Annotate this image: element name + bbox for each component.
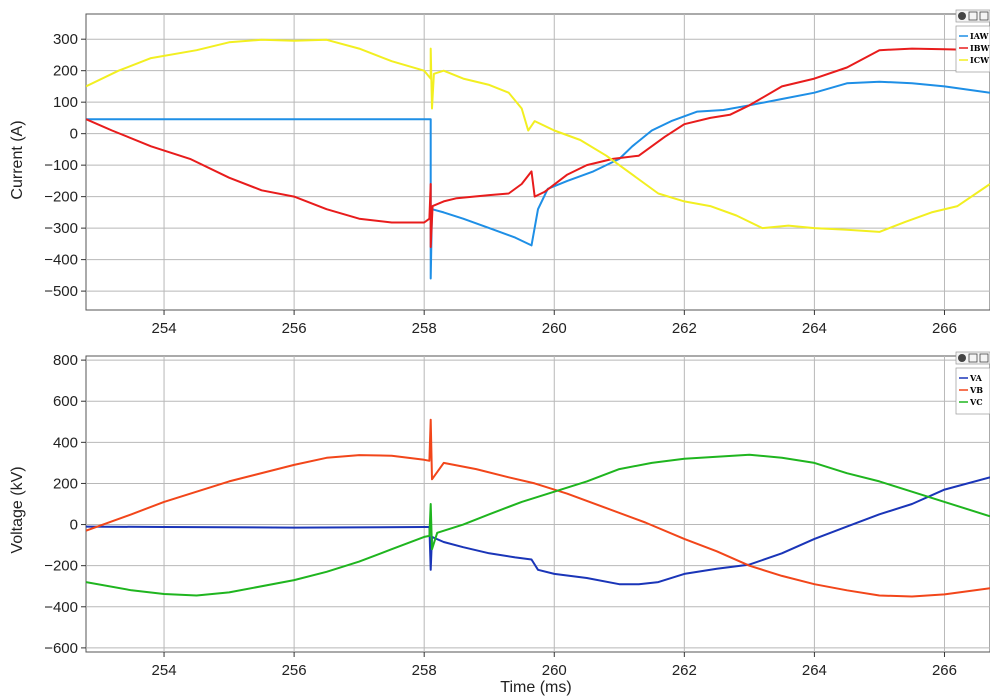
zoom-icon[interactable]: [958, 354, 966, 362]
series-line-ibw: [86, 47, 990, 248]
current-y-tick-label: −200: [44, 189, 78, 206]
series-line-vb: [86, 418, 990, 598]
voltage-y-tick-label: −400: [44, 599, 78, 616]
voltage-y-axis-label: Voltage (kV): [9, 466, 26, 553]
voltage-y-tick-label: −600: [44, 640, 78, 657]
current-legend: [955, 25, 990, 73]
grid-toggle-icon[interactable]: [968, 11, 978, 21]
series-line-icw: [86, 38, 990, 233]
legend-label-vb: VB: [969, 385, 983, 395]
legend-toggle-icon[interactable]: [979, 353, 989, 363]
current-x-tick-label: 262: [672, 320, 697, 337]
current-x-tick-label: 258: [412, 320, 437, 337]
voltage-x-tick-label: 264: [802, 662, 827, 679]
current-y-axis-label: Current (A): [9, 120, 26, 199]
voltage-y-tick-label: 200: [53, 475, 78, 492]
current-panel: Current (A) 254 256 258 260 262 264 266 −500 −40…: [9, 9, 990, 337]
voltage-x-tick-label: 254: [152, 662, 177, 679]
voltage-panel: Voltage (kV) Time (ms) 254 256 258 260 262 26…: [9, 351, 990, 696]
current-x-tick-label: 256: [282, 320, 307, 337]
current-x-tick-label: 254: [152, 320, 177, 337]
current-y-tick-label: 300: [53, 31, 78, 48]
voltage-y-tick-label: 600: [53, 393, 78, 410]
x-axis-label: Time (ms): [500, 679, 571, 696]
series-line-iaw: [86, 80, 990, 280]
voltage-y-tick-label: −200: [44, 558, 78, 575]
series-line-vc: [86, 453, 990, 597]
current-x-tick-label: 260: [542, 320, 567, 337]
current-y-tick-label: −300: [44, 220, 78, 237]
voltage-x-tick-label: 256: [282, 662, 307, 679]
voltage-plot-area: [85, 355, 990, 653]
current-y-tick-label: 100: [53, 94, 78, 111]
current-x-tick-label: 264: [802, 320, 827, 337]
current-y-tick-label: 0: [70, 126, 78, 143]
voltage-x-tick-label: 260: [542, 662, 567, 679]
voltage-x-tick-label: 266: [932, 662, 957, 679]
voltage-legend: [955, 367, 990, 415]
current-y-tick-label: 200: [53, 63, 78, 80]
current-y-tick-label: −500: [44, 283, 78, 300]
voltage-y-tick-label: 800: [53, 352, 78, 369]
current-y-tick-label: −100: [44, 157, 78, 174]
legend-toggle-icon[interactable]: [979, 11, 989, 21]
voltage-y-tick-label: 400: [53, 434, 78, 451]
current-plot-area: [85, 13, 990, 311]
grid-toggle-icon[interactable]: [968, 353, 978, 363]
series-line-va: [86, 476, 990, 586]
legend-label-iaw: IAW: [970, 31, 990, 41]
zoom-icon[interactable]: [958, 12, 966, 20]
voltage-x-tick-label: 262: [672, 662, 697, 679]
current-x-tick-label: 266: [932, 320, 957, 337]
legend-label-va: VA: [969, 373, 983, 383]
legend-label-ibw: IBW: [970, 43, 990, 53]
voltage-y-tick-label: 0: [70, 517, 78, 534]
current-y-tick-label: −400: [44, 252, 78, 269]
legend-label-vc: VC: [969, 397, 983, 407]
voltage-x-tick-label: 258: [412, 662, 437, 679]
legend-label-icw: ICW: [970, 55, 990, 65]
